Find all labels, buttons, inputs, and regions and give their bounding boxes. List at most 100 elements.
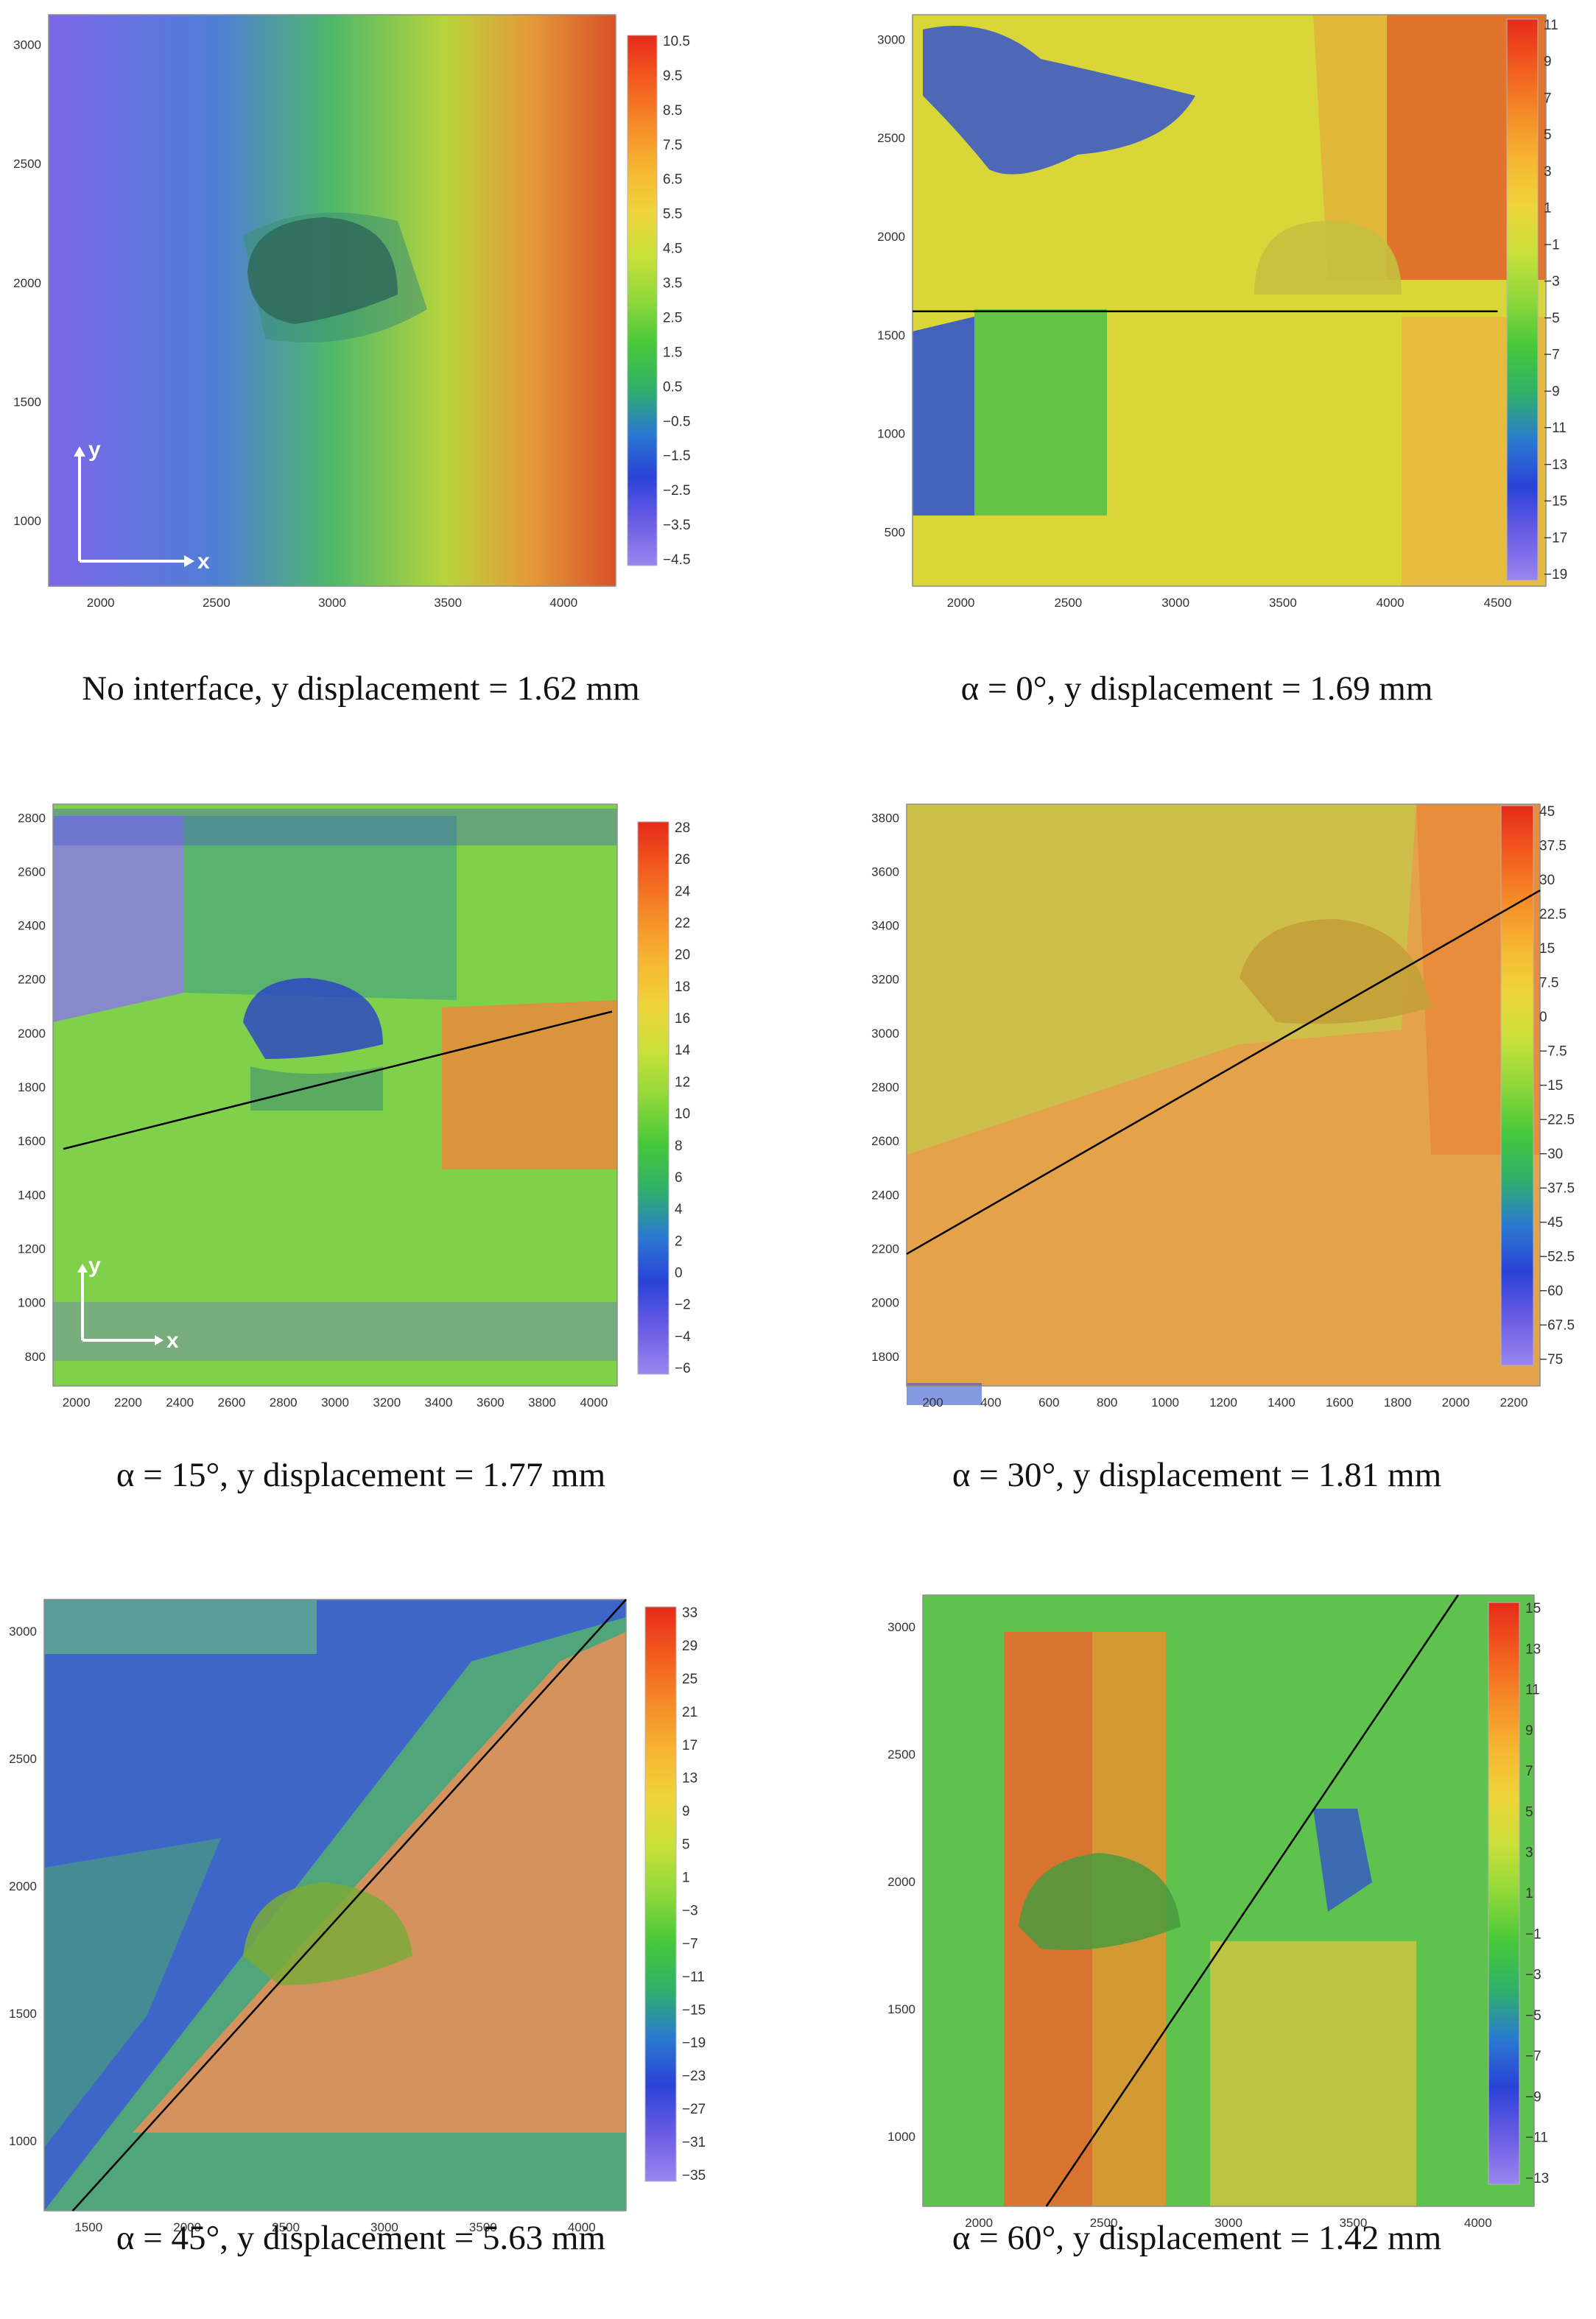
colorbar-tick-label: −11	[1525, 2130, 1548, 2146]
y-tick-label: 3000	[877, 32, 905, 46]
colorbar	[644, 1606, 677, 2182]
heatmap-no-interface: x y 10.5 9.5 8.5 7.5 6.5 5.5 4.5 3.5 2.5 1.5 0.5 −0…	[13, 14, 691, 610]
colorbar-tick-label: −13	[1525, 2171, 1549, 2186]
y-tick-label: 2500	[9, 1752, 37, 1766]
colorbar-tick-label: −15	[1544, 494, 1567, 510]
y-axis-arrow-label: y	[88, 1253, 101, 1278]
colorbar-tick-label: −30	[1539, 1147, 1563, 1162]
y-tick-label: 2500	[13, 157, 41, 171]
colorbar-tick-label: 1	[1544, 201, 1552, 217]
colorbar-tick-label: −1	[1525, 1926, 1541, 1942]
colorbar-tick-label: 3	[1525, 1845, 1533, 1861]
colorbar-tick-label: 2	[675, 1234, 683, 1249]
colorbar-tick-label: −6	[675, 1361, 691, 1376]
x-tick-label: 3000	[370, 2220, 398, 2234]
x-tick-label: 1400	[1268, 1396, 1296, 1410]
colorbar-tick-label: −5	[1544, 311, 1560, 326]
colorbar-tick-label: −52.5	[1539, 1250, 1575, 1265]
heatmap-alpha-30: 45 37.5 30 22.5 15 7.5 0 −7.5 −15 −22.5 −30 −37.5 −4…	[871, 803, 1575, 1410]
colorbar-tick-label: −2.5	[663, 483, 691, 499]
colorbar-tick-label: −45	[1539, 1215, 1563, 1231]
heatmap-alpha-45: 33 29 25 21 17 13 9 5 1 −3 −7 −11 −15 −19 −23 −27 −31 −35…	[9, 1599, 706, 2234]
colorbar-tick-label: −7	[1525, 2049, 1541, 2064]
x-tick-label: 2800	[270, 1396, 298, 1410]
colorbar-tick-label: 4.5	[663, 242, 682, 257]
panel-caption: α = 45°, y displacement = 5.63 mm	[116, 2219, 606, 2257]
y-tick-label: 1000	[13, 514, 41, 528]
colorbar-tick-label: 37.5	[1539, 839, 1567, 854]
colorbar-tick-label: −7	[682, 1936, 698, 1952]
colorbar-tick-label: 15	[1525, 1601, 1541, 1616]
y-tick-label: 3000	[9, 1625, 37, 1639]
colorbar-tick-label: 5	[1544, 127, 1552, 143]
y-tick-label: 1600	[18, 1134, 46, 1148]
colorbar-tick-label: −9	[1544, 384, 1560, 399]
panel-alpha-0: 11 9 7 5 3 1 −1 −3 −5 −7 −9 −11 −13 −15 −17 −19 2000 2500…	[798, 0, 1596, 766]
colorbar-tick-label: 9	[1525, 1723, 1533, 1739]
colorbar-tick-label: 29	[682, 1639, 697, 1654]
y-tick-label: 1200	[18, 1242, 46, 1256]
colorbar-tick-label: 6.5	[663, 172, 682, 188]
y-tick-label: 2400	[18, 919, 46, 933]
colorbar-tick-label: 22	[675, 916, 690, 932]
x-tick-label: 4000	[580, 1396, 608, 1410]
y-tick-label: 3400	[871, 919, 899, 933]
x-tick-label: 1600	[1326, 1396, 1354, 1410]
x-tick-label: 200	[922, 1396, 943, 1410]
x-tick-label: 3000	[1214, 2216, 1242, 2230]
colorbar-tick-label: 11	[1544, 18, 1558, 33]
colorbar	[1500, 805, 1534, 1366]
y-tick-label: 2000	[9, 1879, 37, 1893]
y-tick-label: 2600	[18, 865, 46, 879]
y-tick-label: 800	[25, 1350, 46, 1364]
x-tick-label: 4000	[1464, 2216, 1492, 2230]
y-tick-label: 1500	[9, 2007, 37, 2021]
colorbar-tick-label: −0.5	[663, 414, 691, 429]
colorbar-tick-label: −15	[1539, 1078, 1563, 1094]
y-tick-label: 1800	[18, 1080, 46, 1094]
colorbar-tick-label: −3.5	[663, 518, 691, 533]
y-tick-label: 2800	[18, 811, 46, 825]
colorbar-tick-label: 26	[675, 852, 690, 868]
colorbar-tick-label: −3	[682, 1903, 698, 1918]
x-tick-label: 3500	[434, 596, 462, 610]
colorbar-tick-label: −31	[682, 2135, 706, 2150]
y-tick-label: 2200	[871, 1242, 899, 1256]
colorbar-tick-label: 17	[682, 1738, 697, 1753]
axis-arrows	[74, 446, 194, 567]
colorbar-tick-label: 2.5	[663, 310, 682, 325]
colorbar-tick-label: −3	[1525, 1968, 1541, 1983]
y-tick-label: 1000	[887, 2130, 915, 2144]
colorbar-tick-label: −3	[1544, 274, 1560, 289]
colorbar-tick-label: −22.5	[1539, 1113, 1575, 1128]
colorbar-tick-label: 3	[1544, 164, 1552, 180]
colorbar	[1506, 18, 1539, 581]
x-tick-label: 3600	[477, 1396, 505, 1410]
colorbar-tick-label: 45	[1539, 804, 1555, 820]
colorbar-tick-label: −19	[1544, 567, 1567, 583]
heatmap-alpha-60: 15 13 11 9 7 5 3 1 −1 −3 −5 −7 −9 −11 −13 2000 2500 3000 3…	[887, 1594, 1549, 2230]
y-tick-label: 1000	[877, 427, 905, 441]
colorbar-tick-label: 30	[1539, 873, 1555, 888]
x-tick-label: 4500	[1483, 596, 1511, 610]
colorbar-tick-label: 9	[682, 1804, 690, 1820]
x-tick-label: 4000	[549, 596, 577, 610]
y-tick-label: 1800	[871, 1350, 899, 1364]
x-tick-label: 2000	[87, 596, 115, 610]
colorbar-tick-label: −19	[682, 2035, 706, 2051]
y-tick-label: 1500	[13, 395, 41, 409]
heatmap-alpha-0: 11 9 7 5 3 1 −1 −3 −5 −7 −9 −11 −13 −15 −17 −19 2000 2500…	[877, 14, 1567, 610]
colorbar-tick-label: −23	[682, 2069, 706, 2084]
x-tick-label: 2500	[1054, 596, 1082, 610]
colorbar-tick-label: 9	[1544, 54, 1552, 70]
x-tick-label: 1800	[1384, 1396, 1412, 1410]
colorbar-tick-label: 5	[1525, 1804, 1533, 1820]
y-tick-label: 3600	[871, 865, 899, 879]
x-axis-arrow-label: x	[166, 1329, 179, 1353]
panel-caption: α = 30°, y displacement = 1.81 mm	[952, 1456, 1442, 1494]
y-tick-label: 2800	[871, 1080, 899, 1094]
x-axis-arrow-label: x	[197, 549, 210, 574]
y-tick-label: 2400	[871, 1188, 899, 1202]
colorbar-tick-label: 4	[675, 1202, 683, 1217]
panel-alpha-45: 33 29 25 21 17 13 9 5 1 −3 −7 −11 −15 −19 −23 −27 −31 −35…	[0, 1573, 798, 2319]
